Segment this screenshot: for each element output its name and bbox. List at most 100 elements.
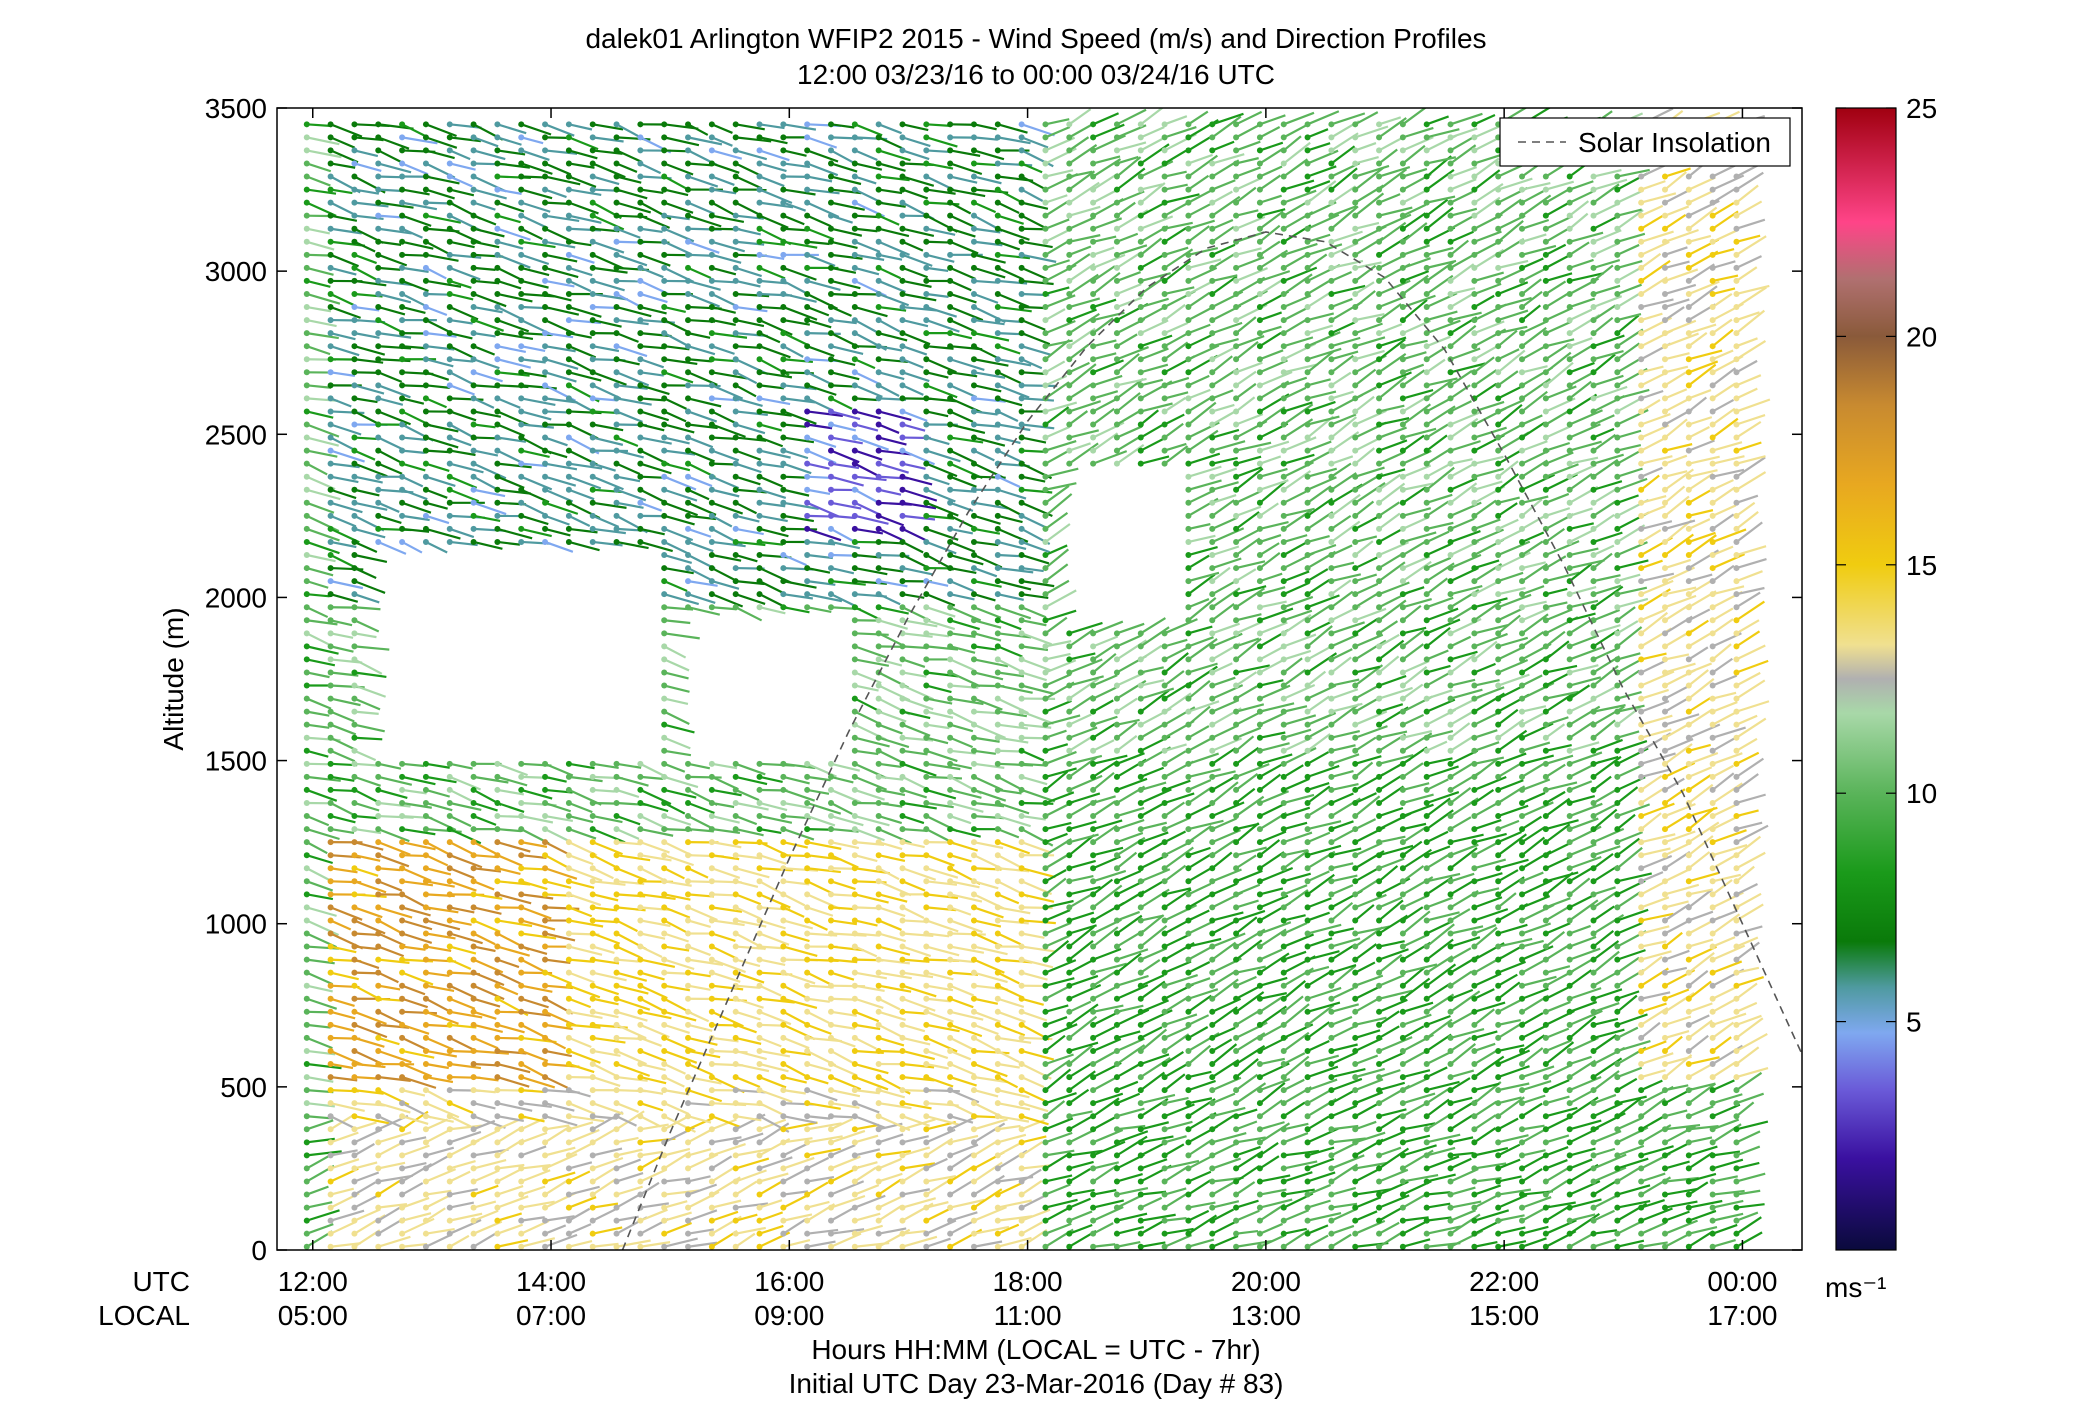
wind-barb-dot (565, 839, 572, 846)
wind-barb (616, 201, 652, 214)
wind-barb-dot (851, 865, 858, 872)
wind-barb (473, 292, 507, 308)
wind-barb-dot (613, 969, 620, 976)
wind-barb (354, 475, 383, 484)
wind-barb (639, 984, 668, 1000)
wind-barb (616, 397, 652, 406)
wind-barb (997, 201, 1020, 214)
wind-barb-dot (851, 499, 858, 506)
wind-barb (711, 266, 737, 276)
wind-barb (735, 801, 769, 811)
wind-barb-dot (851, 421, 858, 428)
wind-barb-dot (661, 943, 668, 950)
wind-barb (401, 801, 432, 809)
wind-barb-dot (994, 682, 1001, 689)
wind-barb-dot (661, 317, 668, 324)
wind-barb-dot (589, 956, 596, 963)
wind-barb-dot (1018, 225, 1025, 232)
wind-barb-dot (899, 1165, 906, 1172)
wind-barb-dot (994, 930, 1001, 937)
wind-barb (973, 762, 1005, 769)
wind-barb-dot (828, 878, 835, 885)
wind-barb (902, 1118, 936, 1131)
wind-barb-dot (708, 969, 715, 976)
wind-barb (759, 606, 786, 615)
wind-barb (544, 188, 567, 199)
wind-barb (949, 1076, 977, 1087)
wind-barb (330, 266, 357, 276)
wind-barb-dot (970, 356, 977, 363)
wind-barb-dot (732, 1230, 739, 1237)
wind-barb (592, 1147, 623, 1157)
wind-barb (306, 893, 334, 901)
wind-barb-dot (994, 395, 1001, 402)
wind-barb-dot (899, 369, 906, 376)
wind-barb-dot (970, 343, 977, 350)
wind-barb (735, 1202, 769, 1209)
wind-barb (568, 540, 600, 552)
wind-barb (949, 1198, 985, 1209)
wind-barb (354, 1121, 377, 1131)
wind-barb-dot (851, 395, 858, 402)
wind-barb-dot (899, 1152, 906, 1159)
wind-barb-dot (947, 565, 954, 572)
wind-barb-dot (923, 669, 930, 676)
wind-barb (401, 1076, 437, 1089)
wind-barb (330, 1149, 358, 1157)
wind-barb (759, 162, 787, 173)
wind-barb-dot (970, 591, 977, 598)
wind-barb-dot (518, 538, 525, 545)
wind-barbs (303, 108, 1771, 1250)
wind-barb-dot (494, 891, 501, 898)
wind-barb-dot (613, 199, 620, 206)
wind-barb (354, 1161, 378, 1170)
wind-barb (330, 371, 356, 377)
wind-barb (544, 436, 568, 447)
wind-barb-dot (804, 225, 811, 232)
wind-barb-dot (589, 538, 596, 545)
wind-barb-dot (613, 786, 620, 793)
wind-barb (830, 1144, 856, 1157)
wind-barb-dot (542, 225, 549, 232)
wind-barb-dot (351, 238, 358, 245)
wind-barb (330, 1102, 365, 1113)
wind-barb-dot (947, 552, 954, 559)
wind-barb-dot (875, 251, 882, 258)
wind-barb-dot (399, 382, 406, 389)
wind-barb-dot (303, 134, 310, 141)
wind-barb-dot (994, 1034, 1001, 1041)
wind-barb-dot (899, 865, 906, 872)
wind-barb-dot (637, 525, 644, 532)
wind-barb (806, 1240, 836, 1248)
wind-barb (521, 462, 548, 468)
wind-barb (425, 945, 452, 953)
wind-barb-dot (494, 356, 501, 363)
wind-barb (425, 919, 461, 931)
wind-barb (592, 292, 629, 301)
wind-barb-dot (446, 369, 453, 376)
wind-barb-dot (970, 212, 977, 219)
wind-barb (330, 214, 358, 222)
wind-barb-dot (613, 317, 620, 324)
wind-barb-dot (923, 473, 930, 480)
wind-barb-dot (947, 1191, 954, 1198)
wind-barb-dot (422, 343, 429, 350)
wind-barb-dot (351, 630, 358, 637)
wind-barb-dot (494, 1126, 501, 1133)
wind-barb (735, 997, 764, 1009)
wind-barb-dot (637, 930, 644, 937)
wind-barb-dot (947, 173, 954, 180)
wind-barb (449, 984, 477, 999)
wind-barb-dot (828, 499, 835, 506)
wind-barb-dot (327, 147, 334, 154)
wind-barb-dot (923, 865, 930, 872)
wind-barb-dot (422, 1034, 429, 1041)
wind-barb-dot (851, 760, 858, 767)
wind-barb-dot (399, 865, 406, 872)
wind-barb-dot (351, 460, 358, 467)
wind-barb-dot (494, 304, 501, 311)
wind-barb (949, 266, 976, 280)
wind-barb-dot (828, 225, 835, 232)
wind-barb-dot (970, 617, 977, 624)
wind-barb-dot (327, 565, 334, 572)
